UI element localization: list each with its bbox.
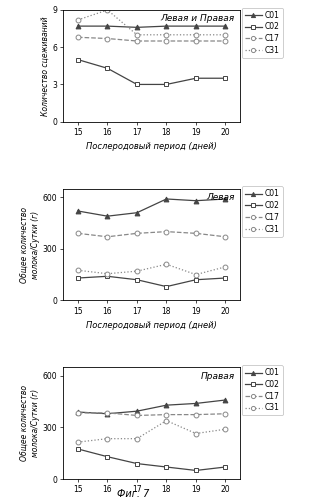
Text: Левая: Левая xyxy=(206,193,235,202)
Legend: C01, C02, C17, C31: C01, C02, C17, C31 xyxy=(242,187,283,237)
X-axis label: Послеродовый период (дней): Послеродовый период (дней) xyxy=(86,143,217,152)
Legend: C01, C02, C17, C31: C01, C02, C17, C31 xyxy=(242,365,283,415)
Text: Правая: Правая xyxy=(201,372,235,381)
X-axis label: Послеродовый период (дней): Послеродовый период (дней) xyxy=(86,321,217,330)
Y-axis label: Общее количество
молока/Сутки (г): Общее количество молока/Сутки (г) xyxy=(20,385,40,461)
Y-axis label: Общее количество
молока/Сутки (г): Общее количество молока/Сутки (г) xyxy=(20,207,40,282)
Text: Левая и Правая: Левая и Правая xyxy=(161,14,235,23)
Legend: C01, C02, C17, C31: C01, C02, C17, C31 xyxy=(242,8,283,58)
Y-axis label: Количество сцеживаний: Количество сцеживаний xyxy=(40,16,49,116)
Text: Фиг. 7: Фиг. 7 xyxy=(117,489,149,499)
